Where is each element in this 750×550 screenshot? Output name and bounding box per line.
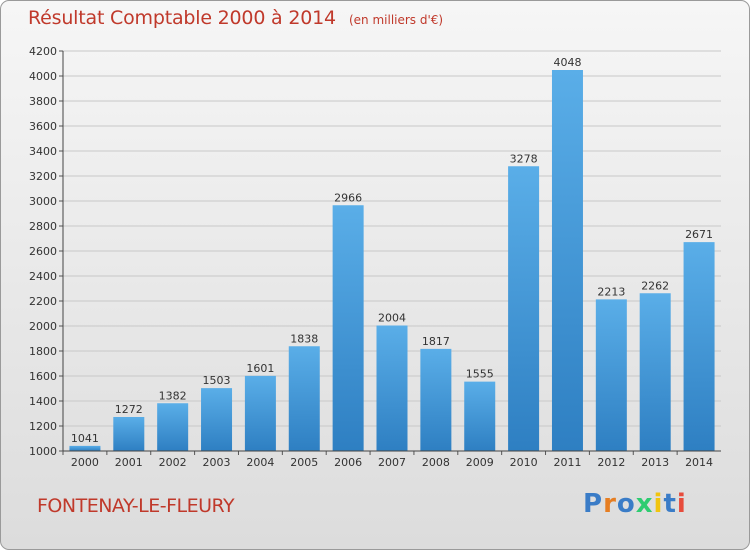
bar: [288, 346, 320, 451]
y-tick-label: 3800: [29, 95, 57, 108]
logo-letter: o: [616, 489, 636, 519]
y-tick-label: 3000: [29, 195, 57, 208]
bar-value-label: 2004: [378, 312, 406, 325]
x-tick-label: 2009: [466, 456, 494, 469]
bar: [332, 205, 364, 451]
bar: [69, 445, 101, 451]
bar-value-label: 2966: [334, 191, 362, 204]
y-tick-label: 2600: [29, 245, 57, 258]
bar-value-label: 1601: [246, 362, 274, 375]
bar: [157, 403, 189, 451]
x-tick-label: 2006: [334, 456, 362, 469]
bar-value-label: 2213: [597, 285, 625, 298]
bar: [420, 348, 452, 451]
x-tick-label: 2010: [510, 456, 538, 469]
bar-value-label: 1041: [71, 432, 99, 445]
bar-value-label: 1817: [422, 335, 450, 348]
x-tick-label: 2005: [290, 456, 318, 469]
proxiti-logo: Proxiti: [583, 489, 687, 519]
x-tick-label: 2007: [378, 456, 406, 469]
y-tick-label: 4200: [29, 45, 57, 58]
y-tick-label: 1600: [29, 370, 57, 383]
x-tick-label: 2014: [685, 456, 713, 469]
title-row: Résultat Comptable 2000 à 2014 (en milli…: [28, 7, 443, 29]
bar-value-label: 1382: [159, 389, 187, 402]
y-tick-label: 2200: [29, 295, 57, 308]
y-tick-label: 4000: [29, 70, 57, 83]
bar: [113, 417, 145, 451]
place-name: FONTENAY-LE-FLEURY: [37, 495, 235, 517]
bar-value-label: 1503: [203, 374, 231, 387]
x-tick-label: 2013: [641, 456, 669, 469]
bar: [595, 299, 627, 451]
bar-value-label: 1838: [290, 332, 318, 345]
bar: [201, 388, 233, 451]
bar-value-label: 2262: [641, 279, 669, 292]
x-axis-ticks: 2000 2001 2002 2003 2004 2005 2006 2007 2008 2009…: [62, 451, 713, 469]
y-tick-label: 1400: [29, 395, 57, 408]
logo-letter: i: [653, 489, 664, 519]
logo-letter: i: [676, 489, 687, 519]
bar-value-label: 1555: [466, 368, 494, 381]
y-tick-label: 2400: [29, 270, 57, 283]
y-tick-label: 2800: [29, 220, 57, 233]
bar-value-label: 4048: [553, 56, 581, 69]
y-tick-label: 1200: [29, 420, 57, 433]
x-tick-label: 2008: [422, 456, 450, 469]
chart-title: Résultat Comptable 2000 à 2014: [28, 7, 336, 29]
y-tick-label: 3600: [29, 120, 57, 133]
x-tick-label: 2002: [159, 456, 187, 469]
x-tick-label: 2004: [246, 456, 274, 469]
bar: [464, 381, 496, 451]
y-tick-label: 3400: [29, 145, 57, 158]
x-tick-label: 2001: [115, 456, 143, 469]
x-tick-label: 2011: [553, 456, 581, 469]
logo-letter: t: [663, 489, 677, 519]
data-labels: 1041 1272 1382 1503 1601 1838 2966 2004 1817 1555…: [71, 56, 713, 445]
x-tick-label: 2012: [597, 456, 625, 469]
logo-letter: r: [603, 489, 617, 519]
bar: [508, 166, 540, 451]
bar-value-label: 3278: [510, 152, 538, 165]
y-tick-label: 1000: [29, 445, 57, 458]
y-axis-ticks: 1000 1200 1400 1600 1800 2000 2200 2400 2600 2800…: [29, 45, 63, 458]
bar-value-label: 2671: [685, 228, 713, 241]
x-tick-label: 2000: [71, 456, 99, 469]
y-tick-label: 3200: [29, 170, 57, 183]
bar: [551, 70, 583, 451]
chart-subtitle: (en milliers d'€): [348, 13, 444, 27]
x-tick-label: 2003: [203, 456, 231, 469]
bar: [376, 325, 408, 451]
bars: [69, 70, 715, 451]
bar: [639, 293, 671, 451]
bar-value-label: 1272: [115, 403, 143, 416]
y-tick-label: 2000: [29, 320, 57, 333]
bar: [683, 242, 715, 451]
logo-letter: P: [583, 489, 604, 519]
bar: [244, 375, 276, 451]
y-tick-label: 1800: [29, 345, 57, 358]
logo-letter: x: [635, 489, 654, 519]
